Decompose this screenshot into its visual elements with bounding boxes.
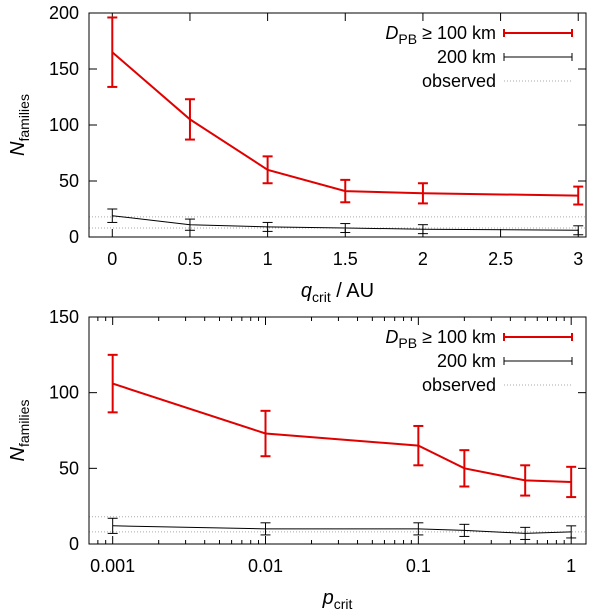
panel1-ytick-label: 100 <box>49 115 79 135</box>
panel2-plot-frame <box>88 316 587 545</box>
panel1-legend-label-3: observed <box>422 71 496 91</box>
panel1-series-2-line <box>112 215 579 231</box>
panel1-ytick-label: 50 <box>59 171 79 191</box>
panel1-series-1-errorbar <box>107 16 118 88</box>
panel2-xtick-label: 0.001 <box>90 556 135 576</box>
panel1-series-1-errorbar <box>417 182 428 205</box>
panel1-legend-label-1: DPB ≥ 100 km <box>385 23 496 47</box>
panel2-series-1-errorbar <box>520 464 531 497</box>
panel1-xtick-label: 0.5 <box>177 249 202 269</box>
panel1-ytick-label: 0 <box>69 227 79 247</box>
panel2-xtick-label: 0.1 <box>406 556 431 576</box>
panel2-y-axis-title: Nfamilies <box>7 400 32 462</box>
panel1-plot-frame <box>88 12 587 238</box>
panel1-series-2-errorbar <box>184 218 195 231</box>
panel1: 0 50 100 150 200 0 0.5 1 1.5 2 2.5 3 qcrit / AU Nfami… <box>7 3 587 305</box>
panel1-legend-label-2: 200 km <box>437 47 496 67</box>
panel1-xtick-label: 1.5 <box>333 249 358 269</box>
panel2-series-2-line <box>112 525 572 534</box>
panel1-xtick-label: 3 <box>573 249 583 269</box>
panel2-series-2-errorbar <box>107 517 118 534</box>
panel2-series-1-errorbar <box>459 449 470 488</box>
panel1-xtick-label: 2 <box>418 249 428 269</box>
panel1-xtick-label: 2.5 <box>488 249 513 269</box>
panel2-legend-label-2: 200 km <box>437 351 496 371</box>
panel2-ytick-label: 0 <box>69 534 79 554</box>
panel2-ytick-label: 150 <box>49 307 79 327</box>
panel2: 0 50 100 150 0.001 0.01 0.1 1 pcrit Nfamilies DPB … <box>7 307 587 612</box>
panel1-series-1-errorbar <box>262 155 273 185</box>
panel2-xtick-label: 0.01 <box>248 556 283 576</box>
panel2-ytick-label: 100 <box>49 383 79 403</box>
panel1-ytick-label: 200 <box>49 3 79 23</box>
panel1-series-1-line <box>111 51 579 197</box>
panel1-series-2-errorbar <box>417 224 428 235</box>
panel1-series-2-errorbar <box>573 225 584 236</box>
panel2-series-1-errorbar <box>566 465 577 499</box>
panel2-series-1-errorbar <box>107 353 118 414</box>
panel2-series-1-line <box>112 382 572 483</box>
panel1-ytick-label: 150 <box>49 59 79 79</box>
panel2-series-1-errorbar <box>260 409 271 458</box>
panel2-series-2-errorbar <box>566 525 577 539</box>
panel1-series-1-errorbar <box>573 185 584 206</box>
panel2-legend-label-1: DPB ≥ 100 km <box>385 327 496 351</box>
panel1-series-1-errorbar <box>340 178 351 204</box>
panel1-xtick-label: 0 <box>107 249 117 269</box>
panel2-series-2-errorbar <box>520 526 531 540</box>
panel2-series-2-errorbar <box>413 522 424 536</box>
panel2-x-axis-title: pcrit <box>322 587 353 612</box>
panel2-series-2-errorbar <box>260 522 271 536</box>
panel2-ytick-label: 50 <box>59 458 79 478</box>
panel1-series-2-errorbar <box>262 221 273 232</box>
panel1-x-axis-title: qcrit / AU <box>301 280 374 305</box>
panel1-series-2-errorbar <box>107 208 118 223</box>
panel1-series-1-errorbar <box>184 98 195 141</box>
panel2-series-2-errorbar <box>459 523 470 537</box>
panel1-y-axis-title: Nfamilies <box>7 94 32 156</box>
panel2-xtick-label: 1 <box>566 556 576 576</box>
panel2-legend-label-3: observed <box>422 375 496 395</box>
panel1-series-2-errorbar <box>340 223 351 234</box>
panel1-xtick-label: 1 <box>263 249 273 269</box>
panel2-series-1-errorbar <box>413 424 424 467</box>
